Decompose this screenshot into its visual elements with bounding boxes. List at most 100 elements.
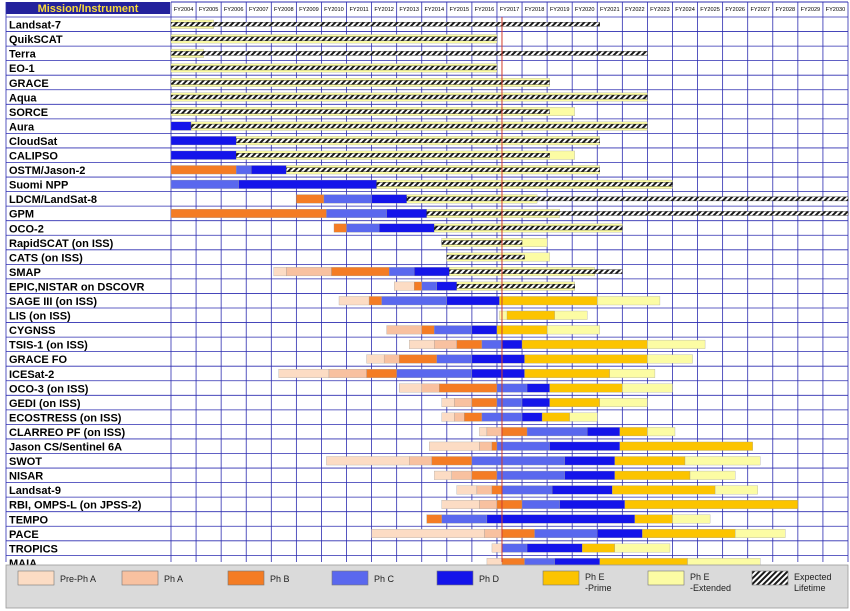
phase-bar-prepha — [456, 485, 478, 495]
legend-label: Ph C — [374, 574, 395, 584]
header-label: Mission/Instrument — [38, 3, 139, 15]
phase-bar-pha — [383, 354, 400, 364]
year-label: FY2005 — [199, 7, 219, 13]
phase-bar-phc — [501, 485, 553, 495]
expected-lifetime-bar — [170, 65, 498, 71]
expected-lifetime-bar — [170, 109, 550, 114]
year-label: FY2008 — [274, 7, 294, 13]
phase-bar-prepha — [434, 470, 452, 480]
phase-bar-pha — [451, 470, 473, 480]
expected-lifetime-bar — [170, 51, 648, 56]
phase-bar-phee — [614, 543, 671, 553]
legend-label: Ph B — [270, 574, 290, 584]
phase-bar-phc — [496, 470, 565, 480]
phase-bar-pha — [454, 412, 465, 422]
mission-label: Aqua — [9, 92, 37, 104]
phase-bar-prepha — [441, 398, 455, 407]
phase-bar-pha — [421, 383, 440, 393]
phase-bar-phd — [471, 369, 525, 378]
legend-swatch-pha — [121, 570, 159, 586]
year-label: FY2017 — [500, 7, 520, 13]
phase-bar-phd — [526, 383, 550, 393]
phase-bar-pha — [479, 441, 493, 451]
phase-bar-phee — [647, 427, 676, 437]
phase-bar-phc — [496, 383, 528, 393]
mission-label: TEMPO — [9, 514, 49, 526]
phase-bar-phd — [526, 543, 583, 553]
phase-bar-phd — [170, 136, 237, 146]
phase-bar-prepha — [366, 354, 385, 364]
expected-lifetime-bar — [286, 167, 600, 172]
phase-bar-pha — [486, 427, 503, 437]
year-label: FY2016 — [475, 7, 495, 13]
phase-bar-phee — [684, 456, 761, 466]
phase-bar-phc — [471, 456, 565, 466]
mission-label: TSIS-1 (on ISS) — [9, 340, 88, 352]
phase-bar-pha — [476, 485, 493, 495]
phase-bar-phb — [501, 427, 528, 437]
expected-lifetime-bar — [446, 254, 525, 260]
phase-bar-phep — [619, 441, 753, 451]
expected-lifetime-bar — [426, 211, 849, 216]
legend: Pre-Ph A Ph A Ph B Ph C Ph D Ph E -Prime Ph E -E… — [5, 564, 849, 609]
phase-bar-phep — [582, 543, 615, 553]
legend-label: Ph D — [479, 574, 500, 584]
phase-bar-prepha — [399, 383, 422, 393]
mission-label: GEDI (on ISS) — [9, 398, 81, 410]
phase-bar-phc — [396, 369, 473, 378]
phase-bar-pha — [434, 339, 457, 349]
legend-swatch-phc — [331, 570, 369, 586]
phase-bar-phc — [326, 208, 387, 218]
mission-label: CYGNSS — [9, 325, 55, 337]
phase-bar-phee — [647, 354, 693, 364]
year-label: FY2023 — [650, 7, 670, 13]
year-label: FY2011 — [349, 7, 368, 13]
phase-bar-prepha — [441, 499, 480, 509]
phase-bar-prepha — [479, 427, 488, 437]
year-label: FY2028 — [776, 7, 796, 13]
phase-bar-phep — [524, 369, 610, 378]
mission-label: CLARREO PF (on ISS) — [9, 427, 125, 439]
phase-bar-prepha — [429, 441, 480, 451]
phase-bar-phb — [426, 514, 442, 524]
phase-bar-phee — [597, 296, 661, 306]
phase-bar-phee — [647, 339, 706, 349]
year-label: FY2019 — [550, 7, 570, 13]
legend-label: Ph A — [164, 574, 183, 584]
phase-bar-phb — [471, 470, 498, 480]
phase-bar-phc — [496, 441, 550, 451]
phase-bar-prepha — [326, 456, 410, 466]
phase-bar-phb — [501, 529, 535, 538]
expected-lifetime-bar — [170, 36, 498, 42]
expected-lifetime-bar — [170, 80, 550, 85]
phase-bar-phep — [499, 296, 598, 306]
phase-bar-pha — [484, 529, 503, 538]
phase-bar-phb — [170, 165, 237, 175]
phase-bar-phc — [441, 514, 488, 524]
phase-bar-phb — [421, 325, 435, 335]
phase-bar-phee — [609, 369, 656, 378]
phase-bar-phc — [236, 165, 252, 175]
phase-bar-phd — [436, 281, 457, 291]
phase-bar-phb — [431, 456, 473, 466]
phase-bar-pha — [409, 456, 432, 466]
phase-bar-phep — [524, 354, 648, 364]
mission-label: Landsat-9 — [9, 485, 61, 497]
phase-bar-phd — [549, 441, 620, 451]
phase-bar-phd — [414, 267, 450, 277]
year-label: FY2020 — [575, 7, 595, 13]
phase-bar-phep — [624, 499, 799, 509]
legend-swatch-phee — [647, 570, 685, 586]
mission-label: EO-1 — [9, 63, 35, 75]
legend-label: Pre-Ph A — [60, 574, 96, 584]
phase-bar-phc — [421, 281, 437, 291]
expected-lifetime-bar — [235, 138, 600, 143]
mission-label: Landsat-7 — [9, 20, 61, 32]
year-label: FY2009 — [299, 7, 319, 13]
phase-bar-phd — [471, 354, 525, 364]
phase-bar-phee — [546, 325, 600, 335]
phase-bar-phb — [331, 267, 390, 277]
year-label: FY2004 — [174, 7, 194, 13]
phase-bar-phep — [521, 339, 648, 349]
phase-bar-phep — [549, 398, 600, 407]
